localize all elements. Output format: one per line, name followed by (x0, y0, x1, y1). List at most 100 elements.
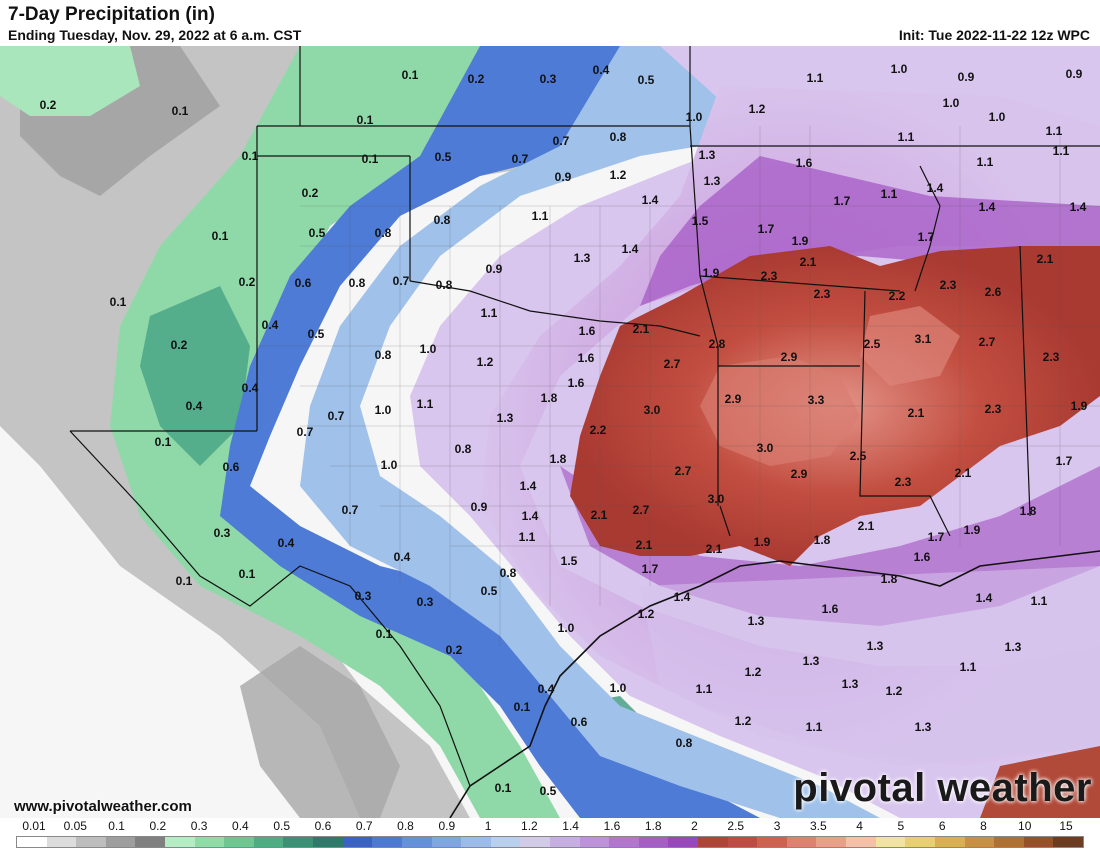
precip-value-label: 2.3 (761, 269, 778, 283)
precip-value-label: 0.5 (435, 150, 452, 164)
precip-value-label: 2.1 (955, 466, 972, 480)
precip-value-label: 0.1 (110, 295, 127, 309)
legend-swatch (638, 837, 669, 847)
precip-value-label: 1.4 (976, 591, 993, 605)
precip-value-label: 0.2 (171, 338, 188, 352)
legend-swatch (17, 837, 47, 847)
legend-swatch (1023, 837, 1054, 847)
precip-zone-green-ne (0, 46, 140, 116)
precip-value-label: 1.6 (914, 550, 931, 564)
precip-value-label: 2.6 (985, 285, 1002, 299)
precip-value-label: 1.9 (1071, 399, 1088, 413)
precip-value-label: 1.0 (989, 110, 1006, 124)
precip-value-label: 0.4 (593, 63, 610, 77)
legend-swatch (253, 837, 284, 847)
precip-value-label: 0.2 (239, 275, 256, 289)
legend-tick-label: 15 (1059, 819, 1073, 833)
precip-value-label: 1.8 (541, 391, 558, 405)
precip-value-label: 1.0 (375, 403, 392, 417)
legend-swatch (461, 837, 491, 847)
precip-value-label: 2.5 (850, 449, 867, 463)
gulf-coastline (449, 550, 1100, 818)
precip-value-label: 1.5 (692, 214, 709, 228)
precip-value-label: 2.7 (664, 357, 681, 371)
precip-value-label: 1.7 (928, 530, 945, 544)
precip-value-label: 0.1 (376, 627, 393, 641)
precip-value-label: 0.4 (538, 682, 555, 696)
precip-value-label: 1.1 (481, 306, 498, 320)
precip-value-label: 1.8 (881, 572, 898, 586)
legend-swatch (757, 837, 787, 847)
precip-value-label: 1.1 (977, 155, 994, 169)
legend-color-bar (16, 836, 1084, 848)
precip-value-label: 2.9 (791, 467, 808, 481)
precip-value-label: 0.8 (349, 276, 366, 290)
legend-swatch (165, 837, 195, 847)
brand-logo: pivotal weather (793, 766, 1092, 810)
precip-value-label: 0.1 (176, 574, 193, 588)
precip-value-label: 0.1 (212, 229, 229, 243)
legend-swatch (994, 837, 1024, 847)
precip-value-label: 2.1 (908, 406, 925, 420)
legend-swatch (283, 837, 314, 847)
precip-value-label: 0.4 (278, 536, 295, 550)
precip-value-label: 0.8 (610, 130, 627, 144)
precip-value-label: 1.8 (550, 452, 567, 466)
legend-tick-label: 0.05 (63, 819, 87, 833)
precip-value-label: 2.1 (591, 508, 608, 522)
precip-value-label: 0.9 (958, 70, 975, 84)
legend-tick-label: 1.6 (603, 819, 621, 833)
precip-value-label: 1.1 (960, 660, 977, 674)
precip-value-label: 0.8 (500, 566, 517, 580)
legend-swatch (401, 837, 432, 847)
precip-value-label: 0.6 (295, 276, 312, 290)
legend-tick-label: 0.6 (314, 819, 332, 833)
precip-value-label: 0.8 (434, 213, 451, 227)
precip-value-label: 0.7 (393, 274, 410, 288)
precip-value-label: 1.4 (642, 193, 659, 207)
precip-value-label: 1.1 (806, 720, 823, 734)
precip-value-label: 1.2 (735, 714, 752, 728)
legend-swatch (372, 837, 402, 847)
legend-swatch (313, 837, 343, 847)
legend-swatch (698, 837, 728, 847)
legend-tick-label: 0.8 (397, 819, 414, 833)
precip-value-label: 2.1 (800, 255, 817, 269)
precip-value-label: 0.8 (375, 348, 392, 362)
precip-value-label: 1.0 (943, 96, 960, 110)
precip-value-label: 0.1 (362, 152, 379, 166)
precip-value-label: 1.1 (532, 209, 549, 223)
precip-zone-purple (480, 86, 1100, 766)
precip-zone-violet (640, 156, 1100, 306)
precip-value-label: 2.7 (675, 464, 692, 478)
legend-tick-label: 0.2 (149, 819, 167, 833)
precip-value-label: 3.1 (915, 332, 932, 346)
precip-value-label: 3.0 (708, 492, 725, 506)
legend-swatch (816, 837, 847, 847)
precip-zone-brown-corner (980, 746, 1100, 818)
precip-value-label: 1.1 (417, 397, 434, 411)
precip-value-label: 0.5 (308, 327, 325, 341)
legend-swatch (934, 837, 965, 847)
precip-value-label: 1.3 (915, 720, 932, 734)
precip-value-label: 2.3 (814, 287, 831, 301)
legend: 0.01 0.05 0.1 0.2 0.3 0.4 0.5 0.6 0.7 0.8 0.9 1 1.2 1… (0, 818, 1100, 850)
precip-value-label: 0.1 (242, 149, 259, 163)
legend-swatch (46, 837, 77, 847)
legend-tick-label: 0.5 (273, 819, 291, 833)
precip-value-label: 1.7 (1056, 454, 1073, 468)
precip-value-label: 1.1 (1053, 144, 1070, 158)
legend-swatch (1053, 837, 1083, 847)
precip-value-label: 1.0 (610, 681, 627, 695)
legend-swatch (609, 837, 639, 847)
valid-time-subtitle: Ending Tuesday, Nov. 29, 2022 at 6 a.m. … (8, 27, 302, 43)
precip-value-label: 0.8 (436, 278, 453, 292)
precip-value-label: 1.0 (558, 621, 575, 635)
legend-tick-label: 0.01 (22, 819, 46, 833)
legend-tick-label: 0.4 (232, 819, 249, 833)
precip-value-label: 0.2 (446, 643, 463, 657)
precip-value-label: 0.4 (394, 550, 411, 564)
legend-swatch (76, 837, 106, 847)
precip-value-label: 1.4 (520, 479, 537, 493)
precip-value-label: 0.6 (223, 460, 240, 474)
